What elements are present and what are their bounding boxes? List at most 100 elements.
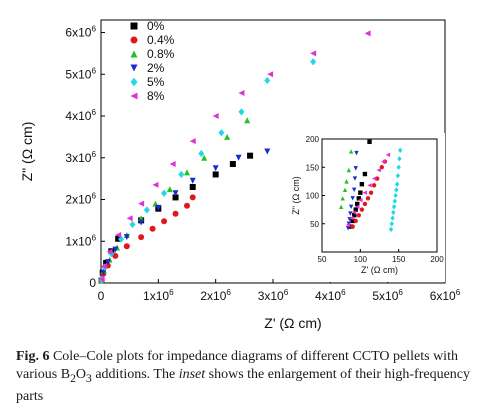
inset-series-1 <box>350 159 388 229</box>
inset-data-point <box>362 190 368 195</box>
data-point <box>138 234 145 241</box>
legend-marker <box>130 22 138 30</box>
inset-data-point <box>342 187 348 193</box>
inset-background <box>296 133 445 282</box>
x-axis-label: Z' (Ω cm) <box>264 315 321 331</box>
data-point <box>224 133 231 140</box>
main-chart: 0 1x106 2x106 3x106 4x106 5x106 6x106 0 1x106 2x1… <box>19 19 461 331</box>
inset-y-tick-label: 200 <box>306 135 320 144</box>
data-point <box>244 117 251 124</box>
inset-data-point <box>398 147 403 153</box>
data-point <box>123 234 130 241</box>
legend-label: 2% <box>147 61 165 75</box>
data-point <box>169 161 176 168</box>
inset-x-tick-label: 200 <box>430 255 444 264</box>
inset-data-point <box>381 159 386 164</box>
data-point <box>212 165 219 172</box>
inset-data-point <box>346 167 352 173</box>
caption-italic: inset <box>178 367 206 382</box>
inset-data-point <box>388 226 394 233</box>
caption-text-4: shows the enlargement of their high-freq… <box>16 367 471 404</box>
caption-sub-2: 3 <box>86 371 92 385</box>
inset-data-point <box>348 149 354 154</box>
inset-x-tick-label: 50 <box>318 255 327 264</box>
data-point <box>264 148 271 155</box>
data-point <box>138 200 145 207</box>
data-point <box>103 259 110 266</box>
inset-series-2 <box>338 149 354 209</box>
inset-data-point <box>390 215 395 221</box>
data-point <box>238 108 245 116</box>
data-point <box>112 252 119 259</box>
inset-data-point <box>389 221 394 227</box>
y-axis-label: Z" (Ω cm) <box>19 122 35 182</box>
inset-data-point <box>368 190 374 195</box>
x-tick-label: 0 <box>98 289 105 303</box>
data-point <box>152 181 159 188</box>
inset-data-point <box>359 182 365 187</box>
legend-label: 8% <box>147 89 165 103</box>
caption-label: Fig. 6 <box>16 349 50 364</box>
data-point <box>172 190 179 197</box>
inset-data-point <box>393 192 398 199</box>
inset-data-point <box>353 218 358 224</box>
inset-data-point <box>362 201 368 207</box>
data-point <box>118 235 125 243</box>
data-point <box>212 113 219 120</box>
legend-marker <box>130 50 138 58</box>
y-tick-label: 1x106 <box>65 233 96 248</box>
data-point <box>178 170 185 179</box>
caption-text-2: O <box>75 367 87 382</box>
inset-data-point <box>350 224 355 229</box>
series-5 <box>98 30 371 283</box>
inset-data-point <box>338 204 344 209</box>
y-tick-label: 2x106 <box>65 192 96 207</box>
x-tick-label: 5x106 <box>372 288 403 303</box>
data-point <box>184 169 190 176</box>
data-point <box>155 204 162 211</box>
data-point <box>189 183 196 190</box>
y-tick-label: 5x106 <box>65 66 96 81</box>
inset-data-point <box>358 197 363 203</box>
data-point <box>161 189 168 197</box>
legend-label: 0.8% <box>147 47 175 61</box>
x-tick-label: 3x106 <box>258 288 289 303</box>
inset-data-point <box>340 196 345 201</box>
inset-data-point <box>345 226 351 231</box>
inset-data-point <box>344 179 349 184</box>
inset-data-point <box>396 164 401 170</box>
data-point <box>100 263 107 270</box>
legend-label: 0.4% <box>147 33 175 47</box>
inset-data-point <box>376 167 381 173</box>
legend-label: 0% <box>147 19 165 33</box>
data-point <box>143 206 150 214</box>
inset-data-point <box>394 187 399 193</box>
inset-y-tick-label: 100 <box>306 192 320 201</box>
inset-data-point <box>385 152 391 158</box>
inset-data-point <box>367 139 372 145</box>
inset-data-point <box>350 218 355 224</box>
inset-data-point <box>359 207 365 212</box>
legend-marker <box>130 77 138 87</box>
data-point <box>115 235 122 242</box>
data-point <box>198 149 205 158</box>
series-4 <box>98 58 317 284</box>
inset-data-point <box>355 204 360 209</box>
inset-series-4 <box>388 147 403 233</box>
x-tick-label: 1x106 <box>143 288 174 303</box>
inset-x-tick-label: 150 <box>392 255 406 264</box>
inset-data-point <box>392 198 398 204</box>
inset-data-point <box>354 150 359 156</box>
x-tick-label: 2x106 <box>200 288 231 303</box>
data-point <box>267 71 274 78</box>
x-tick-label: 6x106 <box>430 288 461 303</box>
inset-data-point <box>395 173 401 179</box>
inset-data-point <box>362 171 368 177</box>
inset-data-point <box>391 209 396 216</box>
inset-y-axis-label: Z" (Ω cm) <box>291 176 301 214</box>
data-point <box>364 30 371 37</box>
inset-x-tick-label: 100 <box>354 255 368 264</box>
figure-caption: Fig. 6 Cole–Cole plots for impedance dia… <box>16 348 486 406</box>
legend-marker <box>130 64 138 72</box>
inset-data-point <box>353 166 358 171</box>
